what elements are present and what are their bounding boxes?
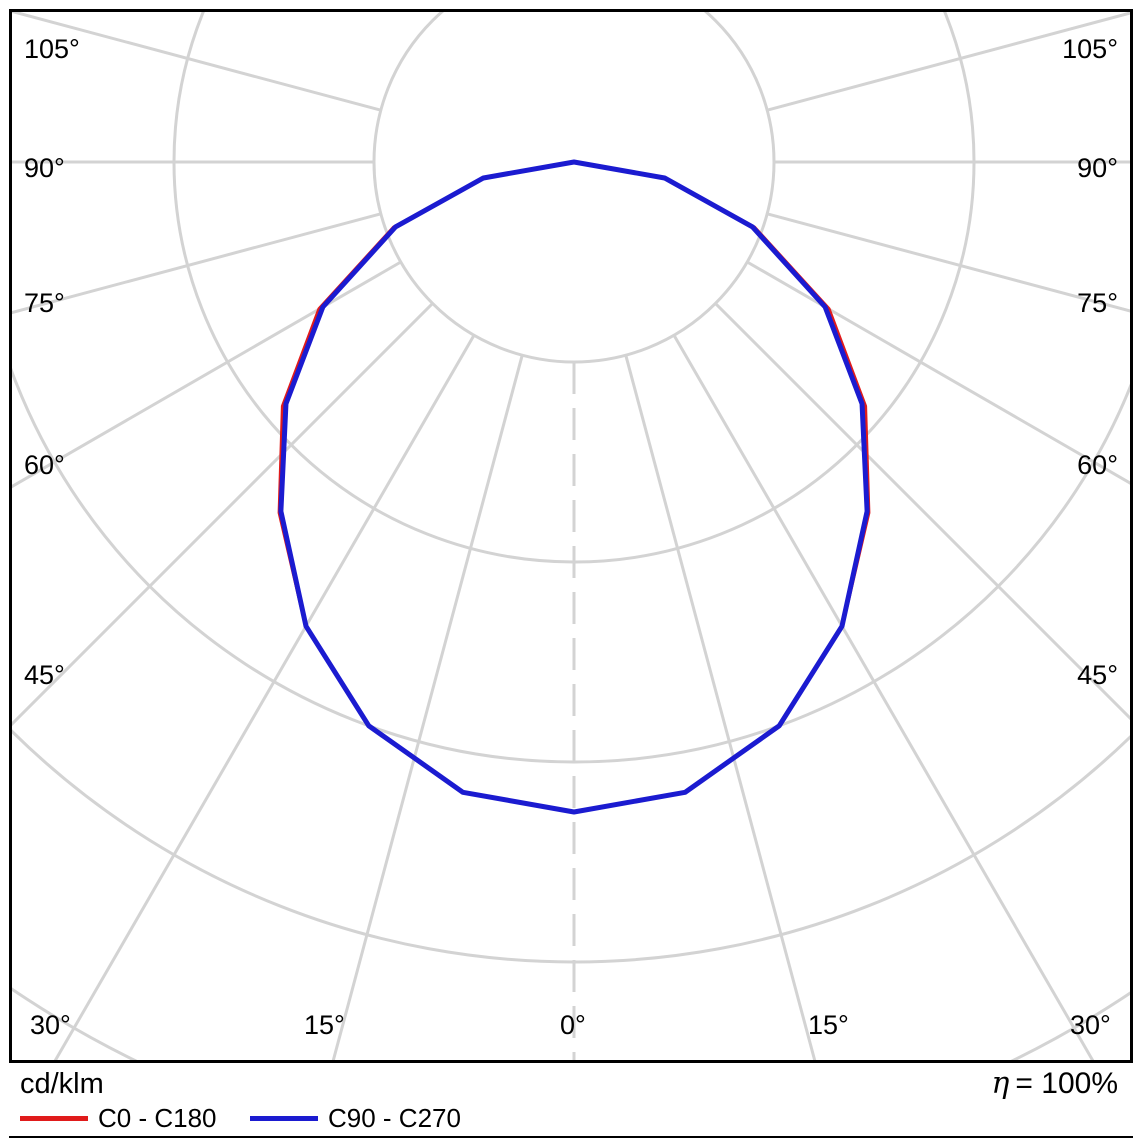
grid-ray [766, 212, 1130, 313]
legend-label-c90-c270: C90 - C270 [328, 1103, 461, 1133]
grid-ray [12, 12, 382, 112]
angle-label: 105° [1062, 34, 1118, 64]
polar-intensity-chart: 105° 90° 75° 60° 45° 30° 15° 0° 15° 30° 45° 60° 75° 9… [12, 12, 1130, 1060]
eta-value: = 100% [1015, 1067, 1118, 1100]
grid-ray [12, 212, 382, 315]
grid-circle [12, 987, 1130, 1060]
intensity-curve-c90-c270 [278, 159, 870, 815]
angle-label: 90° [1077, 153, 1118, 183]
angle-label: 90° [24, 153, 65, 183]
light-output-ratio: η = 100% [991, 1066, 1118, 1101]
angle-label: 15° [304, 1010, 345, 1040]
grid-circle [372, 12, 776, 364]
bottom-divider [9, 1136, 1133, 1138]
grid-ray [53, 334, 476, 1060]
grid-ray [331, 354, 524, 1060]
angle-label: 30° [30, 1010, 71, 1040]
grid-ray [624, 354, 817, 1060]
legend-item-c0-c180: C0 - C180 [20, 1103, 217, 1134]
legend-swatch-c90-c270 [250, 1116, 318, 1121]
angle-label: 60° [24, 450, 65, 480]
angle-label: 0° [560, 1010, 586, 1040]
legend-label-c0-c180: C0 - C180 [98, 1103, 217, 1133]
legend-item-c90-c270: C90 - C270 [250, 1103, 461, 1134]
grid-ray [714, 302, 1130, 721]
legend-swatch-c0-c180 [20, 1116, 88, 1121]
angle-label: 105° [24, 34, 80, 64]
grid-ray [766, 12, 1130, 112]
angle-label: 60° [1077, 450, 1118, 480]
angle-label: 75° [1077, 288, 1118, 318]
angle-label: 75° [24, 288, 65, 318]
grid-ray [12, 302, 434, 727]
grid-ray [12, 260, 402, 489]
angle-label: 15° [808, 1010, 849, 1040]
eta-symbol: η [991, 1066, 1010, 1101]
grid-circle [12, 728, 1130, 964]
grid-ray [746, 260, 1130, 485]
angle-label: 45° [1077, 660, 1118, 690]
angle-label: 30° [1070, 1010, 1111, 1040]
angle-label: 45° [24, 660, 65, 690]
radial-unit-label: cd/klm [20, 1068, 104, 1100]
grid-ray [672, 334, 1095, 1060]
polar-chart-frame: 105° 90° 75° 60° 45° 30° 15° 0° 15° 30° 45° 60° 75° 9… [9, 9, 1133, 1063]
